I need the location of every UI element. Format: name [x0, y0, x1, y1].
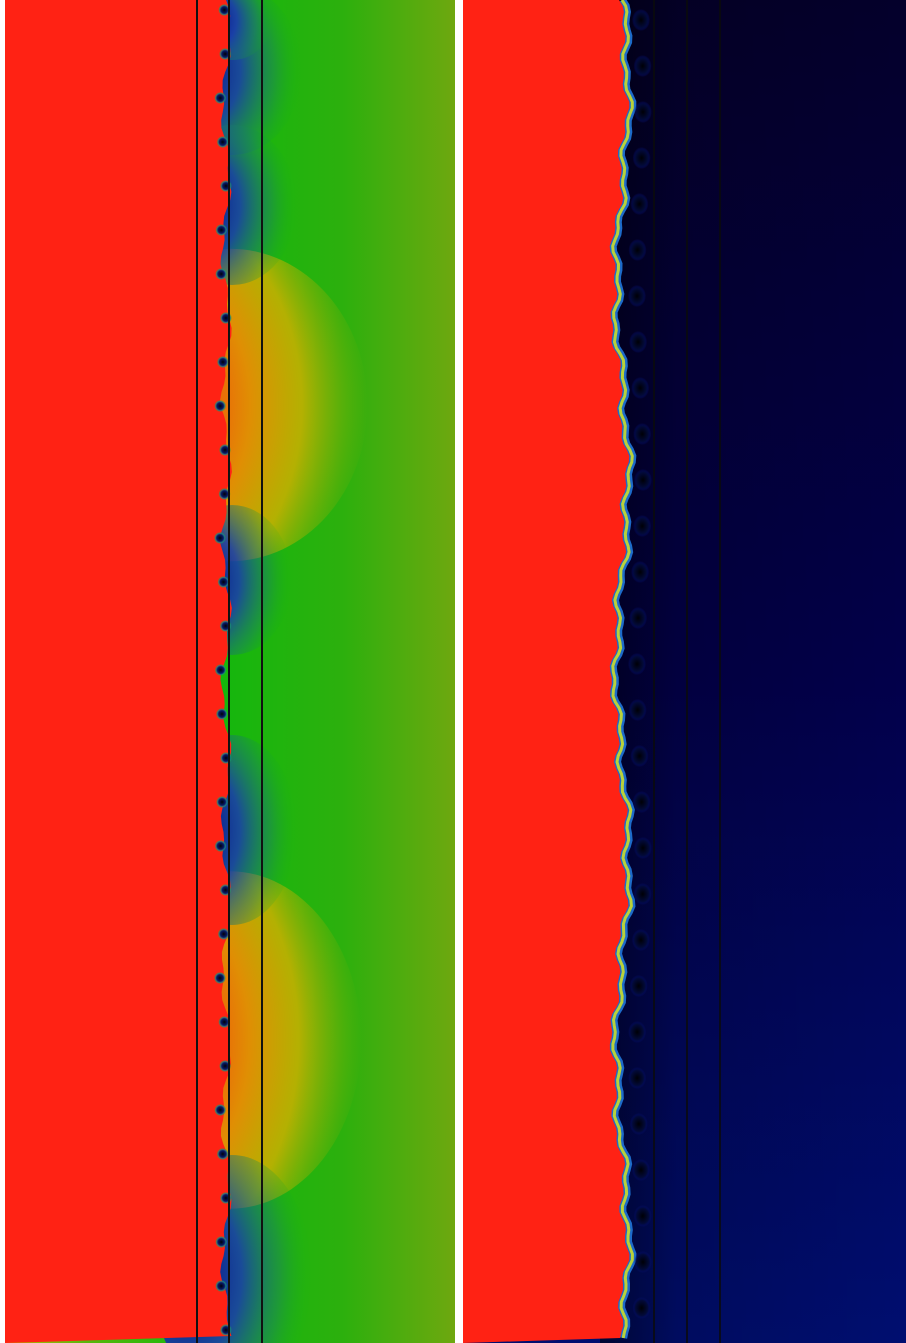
interface-dot — [216, 136, 229, 148]
interface-dot — [217, 576, 230, 588]
interface-dot — [216, 356, 229, 368]
right-vertical-lines — [653, 0, 721, 1343]
interface-dot — [634, 469, 652, 491]
interface-dot — [633, 1251, 652, 1273]
interface-dot — [631, 377, 650, 399]
interface-dot — [633, 423, 652, 445]
left-interface-dots — [214, 4, 232, 1336]
interface-dot — [631, 561, 650, 583]
interface-dot — [632, 147, 651, 169]
interface-dot — [216, 796, 229, 808]
left-red-region — [5, 0, 232, 1343]
interface-dot — [218, 488, 231, 500]
interface-dot — [631, 929, 650, 951]
interface-dot — [216, 1148, 229, 1160]
interface-dot — [628, 1067, 647, 1089]
interface-dot — [215, 708, 228, 720]
interface-dot — [215, 1280, 228, 1292]
interface-dot — [215, 224, 228, 236]
right-interface-dots — [628, 9, 652, 1319]
interface-dot — [628, 239, 647, 261]
interface-dot — [214, 400, 227, 412]
interface-dot — [214, 840, 227, 852]
interface-dot — [632, 1159, 650, 1181]
interface-dot — [630, 193, 649, 215]
interface-dot — [629, 975, 648, 997]
interface-dot — [629, 1113, 648, 1135]
right-field-shade — [600, 0, 906, 1343]
right-interface-rim — [611, 0, 634, 1339]
interface-dot — [214, 972, 226, 984]
interface-dot — [628, 653, 646, 675]
interface-dot — [214, 664, 227, 676]
interface-dot — [628, 699, 647, 721]
interface-dot — [630, 745, 649, 767]
interface-dot — [628, 285, 646, 307]
interface-dot — [214, 532, 226, 544]
left-panel — [5, 0, 455, 1343]
interface-dot — [629, 331, 648, 353]
interface-dot — [633, 515, 652, 537]
interface-dot — [214, 1104, 227, 1116]
interface-dot — [633, 837, 652, 859]
interface-dot — [215, 1236, 228, 1248]
interface-dot — [632, 1297, 651, 1319]
interface-dot — [632, 791, 651, 813]
interface-dot — [219, 312, 232, 324]
interface-dot — [219, 180, 232, 192]
interface-dot — [633, 1205, 652, 1227]
interface-dot — [633, 55, 652, 77]
interface-dot — [219, 1192, 232, 1204]
interface-dot — [215, 268, 228, 280]
interface-dot — [632, 9, 650, 31]
interface-dot — [217, 928, 230, 940]
left-vertical-lines — [196, 0, 263, 1343]
interface-dot — [218, 4, 231, 16]
right-red-region — [463, 0, 630, 1343]
interface-dot — [633, 101, 652, 123]
interface-dot — [218, 1016, 231, 1028]
interface-dot — [219, 1324, 232, 1336]
interface-dot — [629, 607, 648, 629]
interface-dot — [628, 1021, 647, 1043]
right-panel — [463, 0, 906, 1343]
interface-dot — [220, 752, 232, 764]
interface-dot — [214, 92, 227, 104]
interface-dot — [633, 883, 652, 905]
